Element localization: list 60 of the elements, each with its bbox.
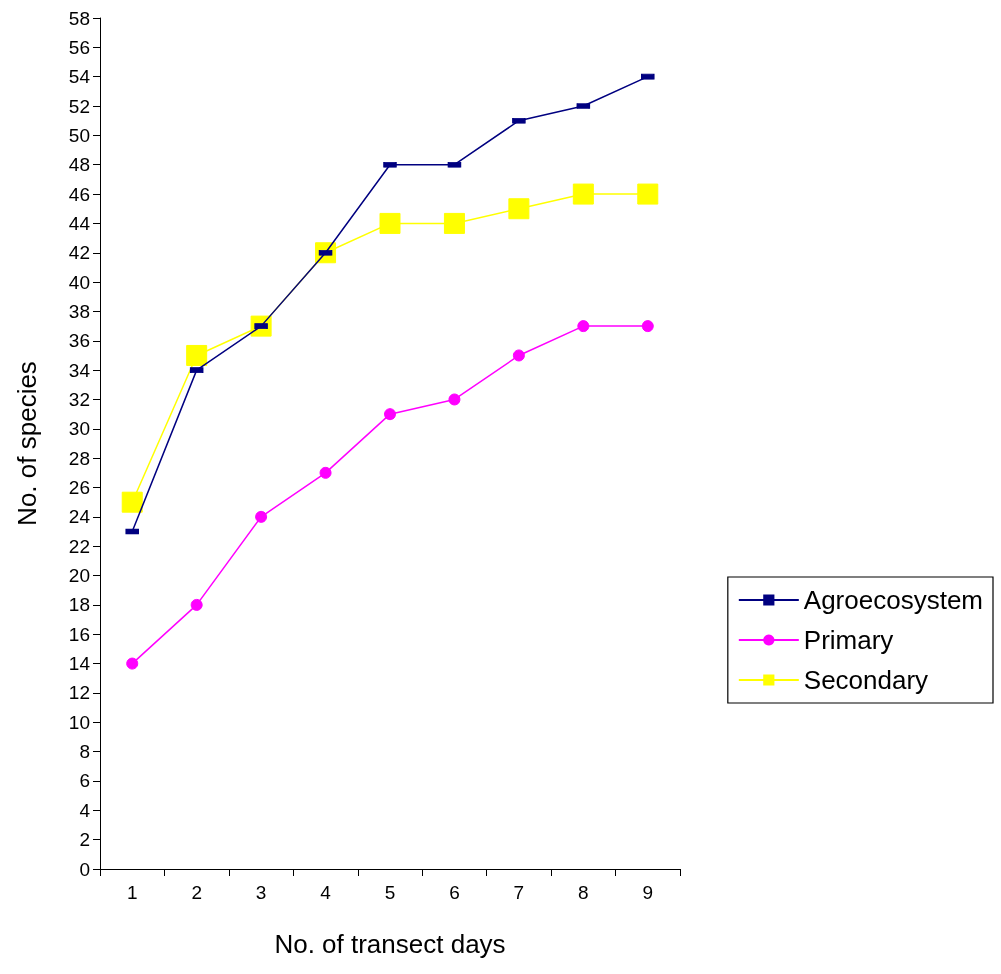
point <box>126 657 139 670</box>
y-tick-label: 36 <box>68 330 90 352</box>
legend-label: Agroecosystem <box>803 585 984 615</box>
x-tick-label: 4 <box>320 882 332 903</box>
y-tick-label: 24 <box>68 506 91 528</box>
x-tick-label: 5 <box>384 882 396 903</box>
point <box>577 320 590 333</box>
y-tick-label: 54 <box>68 66 91 88</box>
x-tick-label: 8 <box>578 882 589 903</box>
y-tick-label: 14 <box>68 653 91 675</box>
point <box>255 510 268 523</box>
point <box>637 183 659 205</box>
y-tick-label: 10 <box>68 711 90 733</box>
point <box>443 212 465 234</box>
y-tick-label: 2 <box>79 829 90 851</box>
y-tick-label: 40 <box>68 271 90 293</box>
point <box>512 349 525 362</box>
point <box>384 408 396 421</box>
point <box>190 598 203 611</box>
y-tick-label: 8 <box>79 741 90 763</box>
y-tick-label: 50 <box>68 124 90 146</box>
y-axis-title: No. of species <box>12 361 42 526</box>
legend-label: Secondary <box>803 665 929 695</box>
y-tick-label: 56 <box>68 36 90 58</box>
x-tick-label: 2 <box>191 882 202 903</box>
x-tick-label: 7 <box>513 882 525 903</box>
x-axis-title: No. of transect days <box>274 929 506 959</box>
x-tick-label: 9 <box>642 882 654 903</box>
y-tick-label: 22 <box>68 535 90 557</box>
y-tick-label: 4 <box>79 799 91 821</box>
y-tick-label: 26 <box>68 477 90 499</box>
x-tick-label: 1 <box>126 882 138 903</box>
y-tick-label: 38 <box>68 300 90 322</box>
y-tick-label: 12 <box>68 682 90 704</box>
point <box>508 198 530 220</box>
y-tick-label: 6 <box>79 770 90 792</box>
y-tick-label: 16 <box>68 623 90 645</box>
point <box>572 183 594 205</box>
y-tick-label: 28 <box>68 447 90 469</box>
y-tick-label: 44 <box>68 212 91 234</box>
point <box>121 491 143 513</box>
y-tick-label: 20 <box>68 565 90 587</box>
y-tick-label: 58 <box>68 7 90 29</box>
point <box>379 212 401 234</box>
y-tick-label: 0 <box>79 858 90 880</box>
y-tick-label: 42 <box>68 242 90 264</box>
point <box>319 466 332 479</box>
y-tick-label: 48 <box>68 154 90 176</box>
point <box>641 320 654 333</box>
y-tick-label: 52 <box>68 95 90 117</box>
x-tick-label: 6 <box>449 882 460 903</box>
y-tick-label: 30 <box>68 418 90 440</box>
point <box>186 344 208 366</box>
y-tick-label: 34 <box>68 359 91 381</box>
y-tick-label: 32 <box>68 388 90 410</box>
y-tick-label: 46 <box>68 183 90 205</box>
x-tick-label: 3 <box>255 882 267 903</box>
legend-label: Primary <box>803 625 894 655</box>
point <box>448 393 461 406</box>
y-tick-label: 18 <box>68 594 90 616</box>
